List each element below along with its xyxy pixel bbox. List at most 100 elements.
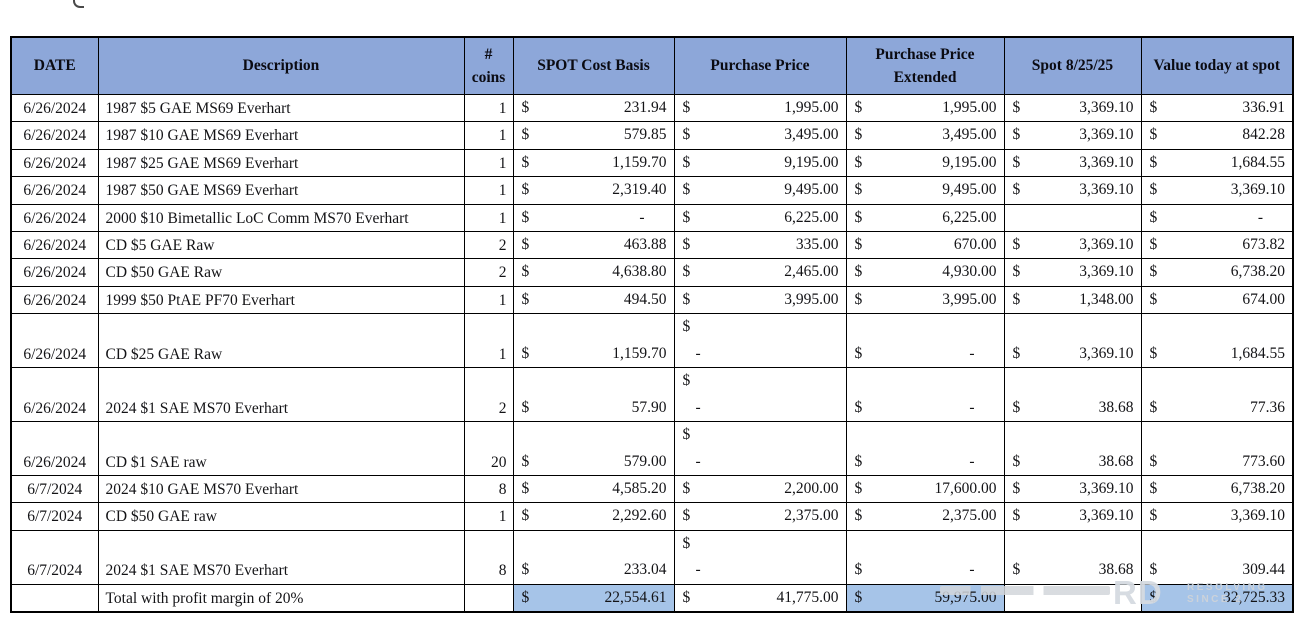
table-row: 6/26/2024 CD $50 GAE Raw 2 $4,638.80 $2,465.… xyxy=(10,258,1294,287)
cell-value-today: $32,725.33 xyxy=(1140,583,1294,613)
currency-symbol: $ xyxy=(682,263,691,281)
cell-purchase-price: $2,465.00 xyxy=(673,258,847,287)
cell-spot-current xyxy=(1003,583,1142,613)
cell-coins: 2 xyxy=(463,367,514,422)
amount: 1,159.70 xyxy=(612,153,667,171)
cropped-text-fragment xyxy=(73,0,84,8)
amount: 3,369.10 xyxy=(1079,263,1134,281)
cell-coins: 8 xyxy=(463,529,514,585)
amount: 2,319.40 xyxy=(612,181,667,199)
amount: 2,375.00 xyxy=(942,507,997,525)
amount: 773.60 xyxy=(1242,452,1285,470)
table-header: DATE Description # coins SPOT Cost Basis Pur… xyxy=(10,36,1294,95)
amount: 3,995.00 xyxy=(942,290,997,308)
amount: 6,225.00 xyxy=(942,208,997,226)
money-cell: $ - xyxy=(676,369,845,420)
money-cell: $6,738.20 xyxy=(1143,477,1292,501)
currency-symbol: $ xyxy=(521,480,530,497)
cell-description: 1987 $10 GAE MS69 Everhart xyxy=(97,121,465,150)
money-cell: $2,292.60 xyxy=(515,504,673,528)
currency-symbol: $ xyxy=(682,235,691,253)
cell-spot-current: $38.68 xyxy=(1003,367,1142,422)
column-header-purchase-price: Purchase Price xyxy=(673,36,847,95)
currency-symbol: $ xyxy=(1149,588,1158,606)
cell-purchase-price-extended: $4,930.00 xyxy=(845,258,1005,287)
money-cell: $59,975.00 xyxy=(848,586,1003,610)
money-cell: $3,369.10 xyxy=(1143,504,1292,528)
currency-symbol: $ xyxy=(854,588,863,606)
money-cell: $ - xyxy=(676,532,845,583)
cell-spot-cost-basis: $22,554.61 xyxy=(512,583,675,613)
amount: 1,995.00 xyxy=(942,99,997,116)
money-cell: $3,369.10 xyxy=(1006,123,1140,147)
amount: 842.28 xyxy=(1242,126,1285,144)
currency-symbol: $ xyxy=(1012,99,1021,116)
coin-table: DATE Description # coins SPOT Cost Basis Pur… xyxy=(10,36,1294,614)
money-cell: $2,465.00 xyxy=(676,260,845,284)
cell-coins: 2 xyxy=(463,230,514,260)
money-cell: $38.68 xyxy=(1006,450,1140,474)
amount: 1,159.70 xyxy=(612,344,667,362)
cell-value-today: $674.00 xyxy=(1140,285,1294,315)
cell-purchase-price: $2,200.00 xyxy=(673,474,847,504)
amount: 4,585.20 xyxy=(612,480,667,497)
currency-symbol: $ xyxy=(854,561,863,579)
table-row: 6/7/2024 2024 $1 SAE MS70 Everhart 8 $233.0… xyxy=(10,529,1294,585)
table-row: 6/26/2024 CD $5 GAE Raw 2 $463.88 $335.00 $67… xyxy=(10,230,1294,260)
amount: 2,200.00 xyxy=(784,480,839,497)
cell-value-today: $3,369.10 xyxy=(1140,502,1294,531)
amount: 2,465.00 xyxy=(784,263,839,281)
cell-value-today: $1,684.55 xyxy=(1140,148,1294,178)
cell-date: 6/26/2024 xyxy=(10,121,99,150)
currency-symbol: $ xyxy=(1012,452,1021,470)
amount: 3,369.10 xyxy=(1079,99,1134,116)
amount: 38.68 xyxy=(1098,452,1134,470)
cell-spot-current: $3,369.10 xyxy=(1003,230,1142,260)
currency-symbol: $ xyxy=(1149,344,1158,362)
currency-symbol: $ xyxy=(521,344,530,362)
cell-purchase-price: $3,495.00 xyxy=(673,121,847,150)
currency-symbol: $ xyxy=(682,480,691,497)
amount: 77.36 xyxy=(1250,398,1285,416)
currency-symbol: $ xyxy=(854,126,863,144)
currency-symbol: $ xyxy=(1149,153,1158,171)
currency-symbol: $ xyxy=(682,126,691,144)
amount: 463.88 xyxy=(623,235,667,253)
money-cell: $9,195.00 xyxy=(676,151,845,175)
cell-spot-cost-basis: $1,159.70 xyxy=(512,313,675,368)
money-cell: $579.85 xyxy=(515,123,673,147)
cell-purchase-price: $6,225.00 xyxy=(673,203,847,232)
cell-purchase-price: $9,195.00 xyxy=(673,148,847,178)
currency-symbol: $ xyxy=(521,99,530,116)
cell-purchase-price-extended: $ - xyxy=(845,421,1005,476)
money-cell: $2,375.00 xyxy=(676,504,845,528)
cell-description: 1987 $5 GAE MS69 Everhart xyxy=(97,93,465,123)
money-cell: $9,495.00 xyxy=(848,178,1003,202)
total-row: Total with profit margin of 20% $22,554.6… xyxy=(10,583,1294,613)
amount: 4,638.80 xyxy=(612,263,667,281)
currency-symbol: $ xyxy=(1149,561,1158,579)
currency-symbol: $ xyxy=(521,153,530,171)
amount: 3,495.00 xyxy=(942,126,997,144)
cell-coins: 2 xyxy=(463,258,514,287)
cell-purchase-price-extended: $ - xyxy=(845,367,1005,422)
cell-spot-current: $38.68 xyxy=(1003,529,1142,585)
cell-spot-cost-basis: $57.90 xyxy=(512,367,675,422)
amount: 335.00 xyxy=(795,235,839,253)
cell-coins: 1 xyxy=(463,93,514,123)
money-cell: $842.28 xyxy=(1143,123,1292,147)
amount: 1,684.55 xyxy=(1230,153,1285,171)
cell-spot-current: $3,369.10 xyxy=(1003,148,1142,178)
currency-symbol: $ xyxy=(1149,126,1158,144)
amount: 3,369.10 xyxy=(1079,480,1134,497)
cell-description: 2024 $10 GAE MS70 Everhart xyxy=(97,474,465,504)
money-cell: $6,225.00 xyxy=(848,206,1003,230)
cell-purchase-price: $3,995.00 xyxy=(673,285,847,315)
cell-description: 1987 $50 GAE MS69 Everhart xyxy=(97,176,465,205)
cell-description: 1999 $50 PtAE PF70 Everhart xyxy=(97,285,465,315)
amount: 670.00 xyxy=(953,235,997,253)
currency-symbol: $ xyxy=(1012,126,1021,144)
money-cell: $3,369.10 xyxy=(1006,178,1140,202)
currency-symbol: $ xyxy=(854,344,863,362)
currency-symbol: $ xyxy=(854,99,863,116)
